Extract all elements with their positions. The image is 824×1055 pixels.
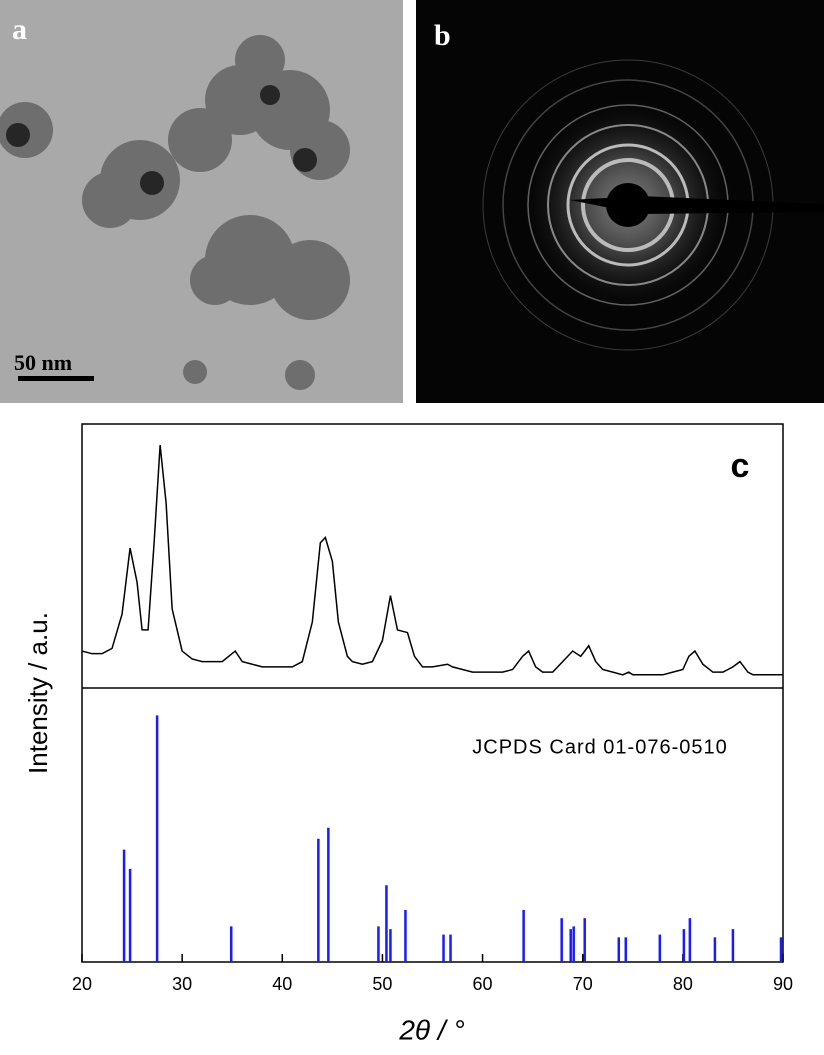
x-tick-label: 40	[272, 974, 292, 994]
x-tick-label: 20	[72, 974, 92, 994]
scale-bar-label: 50 nm	[14, 350, 72, 375]
panel-label: c	[731, 447, 750, 485]
x-tick-label: 70	[573, 974, 593, 994]
panel-label: a	[12, 13, 27, 46]
y-axis-label: Intensity / a.u.	[23, 612, 53, 774]
panel-label: b	[434, 19, 451, 52]
x-tick-label: 30	[172, 974, 192, 994]
pattern-line	[81, 445, 783, 676]
x-axis-label: 2θ / °	[398, 1014, 464, 1045]
x-tick-label: 80	[673, 974, 693, 994]
x-tick-label: 60	[473, 974, 493, 994]
reference-label: JCPDS Card 01-076-0510	[472, 736, 727, 758]
tem-image: a 50 nm	[0, 0, 403, 403]
x-tick-label: 90	[773, 974, 793, 994]
x-tick-label: 50	[372, 974, 392, 994]
saed-image: b	[416, 0, 824, 403]
xrd-chart: c JCPDS Card 01-076-0510 2θ / ° Intensit…	[23, 423, 793, 1045]
